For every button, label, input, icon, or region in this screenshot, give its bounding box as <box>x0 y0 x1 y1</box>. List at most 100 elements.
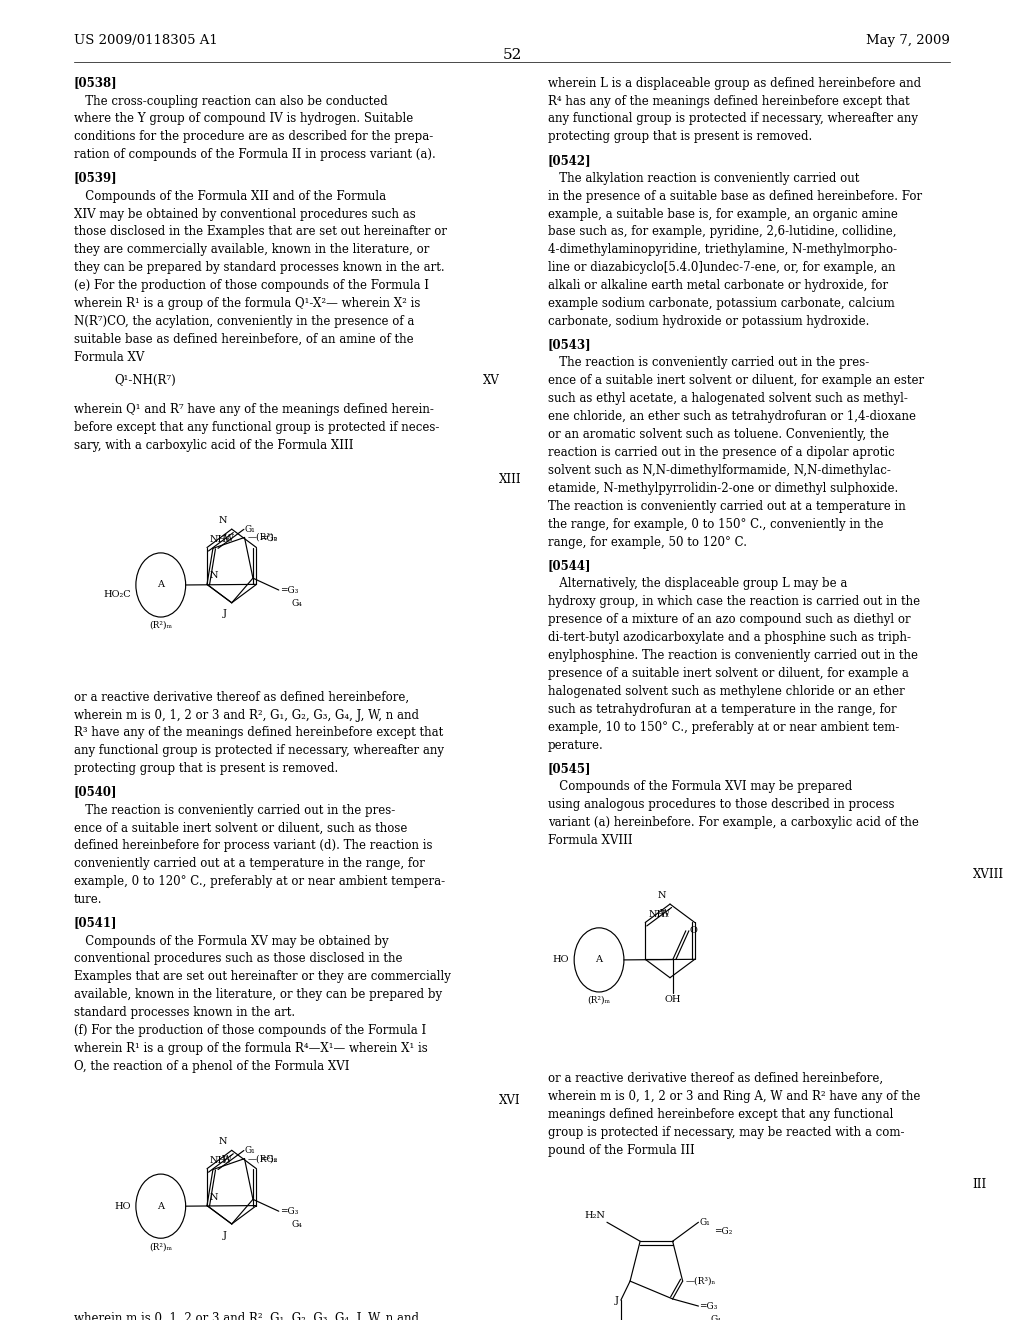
Text: those disclosed in the Examples that are set out hereinafter or: those disclosed in the Examples that are… <box>74 226 446 239</box>
Text: wherein m is 0, 1, 2 or 3 and R², G₁, G₂, G₃, G₄, J, W, n and: wherein m is 0, 1, 2 or 3 and R², G₁, G₂… <box>74 709 419 722</box>
Text: carbonate, sodium hydroxide or potassium hydroxide.: carbonate, sodium hydroxide or potassium… <box>548 315 869 329</box>
Text: —(R³)ₙ: —(R³)ₙ <box>686 1276 716 1286</box>
Text: conventional procedures such as those disclosed in the: conventional procedures such as those di… <box>74 953 402 965</box>
Text: (f) For the production of those compounds of the Formula I: (f) For the production of those compound… <box>74 1024 426 1038</box>
Text: any functional group is protected if necessary, whereafter any: any functional group is protected if nec… <box>74 744 443 758</box>
Text: etamide, N-methylpyrrolidin-2-one or dimethyl sulphoxide.: etamide, N-methylpyrrolidin-2-one or dim… <box>548 482 898 495</box>
Text: protecting group that is present is removed.: protecting group that is present is remo… <box>74 763 338 775</box>
Text: or a reactive derivative thereof as defined hereinbefore,: or a reactive derivative thereof as defi… <box>74 690 409 704</box>
Text: NH₂: NH₂ <box>648 909 670 919</box>
Text: (R²)ₘ: (R²)ₘ <box>588 995 610 1005</box>
Text: ture.: ture. <box>74 894 102 907</box>
Text: Formula XVIII: Formula XVIII <box>548 834 633 846</box>
Text: suitable base as defined hereinbefore, of an amine of the: suitable base as defined hereinbefore, o… <box>74 333 414 346</box>
Text: hydroxy group, in which case the reaction is carried out in the: hydroxy group, in which case the reactio… <box>548 595 920 609</box>
Text: J: J <box>222 610 226 618</box>
Text: conveniently carried out at a temperature in the range, for: conveniently carried out at a temperatur… <box>74 858 425 870</box>
Text: wherein m is 0, 1, 2 or 3 and R², G₁, G₂, G₃, G₄, J, W, n and: wherein m is 0, 1, 2 or 3 and R², G₁, G₂… <box>74 1312 419 1320</box>
Text: sary, with a carboxylic acid of the Formula XIII: sary, with a carboxylic acid of the Form… <box>74 440 353 451</box>
Text: W: W <box>224 533 233 543</box>
Text: =G₃: =G₃ <box>280 1206 298 1216</box>
Text: any functional group is protected if necessary, whereafter any: any functional group is protected if nec… <box>548 112 918 125</box>
Text: ence of a suitable inert solvent or diluent, for example an ester: ence of a suitable inert solvent or dilu… <box>548 375 924 387</box>
Text: HO: HO <box>115 1201 131 1210</box>
Text: the range, for example, 0 to 150° C., conveniently in the: the range, for example, 0 to 150° C., co… <box>548 517 884 531</box>
Text: Compounds of the Formula XV may be obtained by: Compounds of the Formula XV may be obtai… <box>74 935 388 948</box>
Text: Compounds of the Formula XVI may be prepared: Compounds of the Formula XVI may be prep… <box>548 780 852 793</box>
Text: =G₂: =G₂ <box>259 1155 278 1164</box>
Text: di-tert-butyl azodicarboxylate and a phosphine such as triph-: di-tert-butyl azodicarboxylate and a pho… <box>548 631 910 644</box>
Text: solvent such as N,N-dimethylformamide, N,N-dimethylac-: solvent such as N,N-dimethylformamide, N… <box>548 465 891 477</box>
Text: example sodium carbonate, potassium carbonate, calcium: example sodium carbonate, potassium carb… <box>548 297 895 310</box>
Text: R⁴ has any of the meanings defined hereinbefore except that: R⁴ has any of the meanings defined herei… <box>548 95 909 107</box>
Text: [0538]: [0538] <box>74 77 118 90</box>
Text: W: W <box>660 908 670 917</box>
Text: III: III <box>973 1177 987 1191</box>
Text: Formula XV: Formula XV <box>74 351 144 364</box>
Text: OH: OH <box>665 995 681 1005</box>
Text: Compounds of the Formula XII and of the Formula: Compounds of the Formula XII and of the … <box>74 190 386 202</box>
Text: wherein m is 0, 1, 2 or 3 and Ring A, W and R² have any of the: wherein m is 0, 1, 2 or 3 and Ring A, W … <box>548 1090 921 1104</box>
Text: G₄: G₄ <box>711 1315 722 1320</box>
Text: H₂N: H₂N <box>584 1210 605 1220</box>
Text: example, a suitable base is, for example, an organic amine: example, a suitable base is, for example… <box>548 207 898 220</box>
Text: perature.: perature. <box>548 739 603 751</box>
Text: =G₃: =G₃ <box>280 586 298 594</box>
Text: example, 0 to 120° C., preferably at or near ambient tempera-: example, 0 to 120° C., preferably at or … <box>74 875 444 888</box>
Text: The reaction is conveniently carried out in the pres-: The reaction is conveniently carried out… <box>548 356 869 370</box>
Text: =G₃: =G₃ <box>699 1302 718 1311</box>
Text: =G₂: =G₂ <box>714 1228 732 1236</box>
Text: G₄: G₄ <box>291 1220 302 1229</box>
Text: (e) For the production of those compounds of the Formula I: (e) For the production of those compound… <box>74 280 429 292</box>
Text: such as tetrahydrofuran at a temperature in the range, for: such as tetrahydrofuran at a temperature… <box>548 702 896 715</box>
Text: line or diazabicyclo[5.4.0]undec-7-ene, or, for example, an: line or diazabicyclo[5.4.0]undec-7-ene, … <box>548 261 895 275</box>
Text: A: A <box>158 581 164 590</box>
Text: The reaction is conveniently carried out in the pres-: The reaction is conveniently carried out… <box>74 804 395 817</box>
Text: or an aromatic solvent such as toluene. Conveniently, the: or an aromatic solvent such as toluene. … <box>548 428 889 441</box>
Text: ence of a suitable inert solvent or diluent, such as those: ence of a suitable inert solvent or dilu… <box>74 821 408 834</box>
Text: W: W <box>222 1155 231 1164</box>
Text: ene chloride, an ether such as tetrahydrofuran or 1,4-dioxane: ene chloride, an ether such as tetrahydr… <box>548 411 915 424</box>
Text: The reaction is conveniently carried out at a temperature in: The reaction is conveniently carried out… <box>548 500 905 513</box>
Text: N(R⁷)CO, the acylation, conveniently in the presence of a: N(R⁷)CO, the acylation, conveniently in … <box>74 315 414 329</box>
Text: O: O <box>690 927 697 936</box>
Text: where the Y group of compound IV is hydrogen. Suitable: where the Y group of compound IV is hydr… <box>74 112 413 125</box>
Text: before except that any functional group is protected if neces-: before except that any functional group … <box>74 421 439 434</box>
Text: presence of a suitable inert solvent or diluent, for example a: presence of a suitable inert solvent or … <box>548 667 908 680</box>
Text: defined hereinbefore for process variant (d). The reaction is: defined hereinbefore for process variant… <box>74 840 432 853</box>
Text: or a reactive derivative thereof as defined hereinbefore,: or a reactive derivative thereof as defi… <box>548 1072 883 1085</box>
Text: pound of the Formula III: pound of the Formula III <box>548 1144 694 1156</box>
Text: A: A <box>158 1201 164 1210</box>
Text: J: J <box>222 1230 226 1239</box>
Text: The cross-coupling reaction can also be conducted: The cross-coupling reaction can also be … <box>74 95 387 107</box>
Text: XIV may be obtained by conventional procedures such as: XIV may be obtained by conventional proc… <box>74 207 416 220</box>
Text: US 2009/0118305 A1: US 2009/0118305 A1 <box>74 34 217 48</box>
Text: Examples that are set out hereinafter or they are commercially: Examples that are set out hereinafter or… <box>74 970 451 983</box>
Text: N: N <box>218 1138 226 1146</box>
Text: (R²)ₘ: (R²)ₘ <box>150 620 172 630</box>
Text: wherein Q¹ and R⁷ have any of the meanings defined herein-: wherein Q¹ and R⁷ have any of the meanin… <box>74 403 433 416</box>
Text: XVIII: XVIII <box>973 867 1004 880</box>
Text: example, 10 to 150° C., preferably at or near ambient tem-: example, 10 to 150° C., preferably at or… <box>548 721 899 734</box>
Text: available, known in the literature, or they can be prepared by: available, known in the literature, or t… <box>74 989 441 1002</box>
Text: N: N <box>657 891 666 900</box>
Text: alkali or alkaline earth metal carbonate or hydroxide, for: alkali or alkaline earth metal carbonate… <box>548 280 888 292</box>
Text: wherein R¹ is a group of the formula R⁴—X¹— wherein X¹ is: wherein R¹ is a group of the formula R⁴—… <box>74 1043 427 1055</box>
Text: A: A <box>596 956 602 965</box>
Text: May 7, 2009: May 7, 2009 <box>866 34 950 48</box>
Text: 52: 52 <box>503 48 521 62</box>
Text: G₁: G₁ <box>245 1146 256 1155</box>
Text: (R²)ₘ: (R²)ₘ <box>150 1242 172 1251</box>
Text: wherein R¹ is a group of the formula Q¹-X²— wherein X² is: wherein R¹ is a group of the formula Q¹-… <box>74 297 420 310</box>
Text: N: N <box>210 572 218 581</box>
Text: group is protected if necessary, may be reacted with a com-: group is protected if necessary, may be … <box>548 1126 904 1139</box>
Text: base such as, for example, pyridine, 2,6-lutidine, collidine,: base such as, for example, pyridine, 2,6… <box>548 226 896 239</box>
Text: they are commercially available, known in the literature, or: they are commercially available, known i… <box>74 243 429 256</box>
Text: N: N <box>218 516 226 525</box>
Text: O, the reaction of a phenol of the Formula XVI: O, the reaction of a phenol of the Formu… <box>74 1060 349 1073</box>
Text: XV: XV <box>483 375 500 387</box>
Text: [0539]: [0539] <box>74 172 118 185</box>
Text: NH₂: NH₂ <box>210 1156 231 1164</box>
Text: [0540]: [0540] <box>74 785 117 799</box>
Text: HO: HO <box>553 956 569 965</box>
